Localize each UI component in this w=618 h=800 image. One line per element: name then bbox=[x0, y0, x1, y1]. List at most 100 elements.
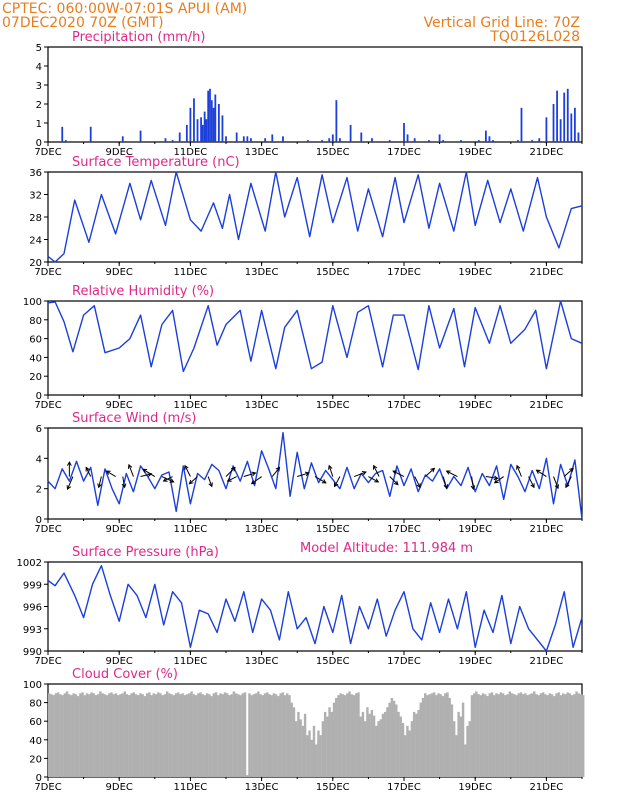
cloud-bar bbox=[484, 694, 487, 777]
cloud-bar bbox=[417, 710, 420, 777]
wind-xtick-label: 17DEC bbox=[387, 524, 421, 535]
cloud-bar bbox=[370, 710, 374, 777]
cloud-bar bbox=[141, 694, 144, 777]
wind-xtick-label: 19DEC bbox=[458, 524, 492, 535]
cloud-bar bbox=[419, 702, 422, 777]
cloud-bar bbox=[76, 696, 80, 777]
cloud-bar bbox=[321, 721, 325, 777]
humidity-ytick-label: 80 bbox=[29, 316, 42, 327]
cloud-bar bbox=[421, 697, 425, 777]
cloud-bar bbox=[268, 694, 271, 777]
humidity-series-line bbox=[47, 300, 583, 373]
cloud-bar bbox=[83, 695, 87, 777]
precip-bar bbox=[306, 140, 309, 142]
wind-arrow-head bbox=[251, 471, 257, 477]
wind-arrow-head bbox=[275, 466, 281, 472]
precip-bar bbox=[205, 119, 208, 142]
pressure-xtick-label: 19DEC bbox=[458, 656, 492, 667]
precip-ytick-label: 0 bbox=[36, 138, 42, 149]
cloud-bar bbox=[248, 693, 251, 777]
cloud-bar bbox=[508, 691, 511, 777]
precip-bar bbox=[209, 88, 211, 142]
cloud-bar bbox=[79, 693, 82, 777]
pressure-ytick-label: 990 bbox=[23, 647, 42, 658]
cloud-bar bbox=[330, 711, 333, 777]
wind-arrow-head bbox=[328, 464, 333, 470]
wind-arrow-shaft bbox=[494, 476, 504, 484]
cloud-bar bbox=[121, 693, 124, 777]
wind-arrow-head bbox=[416, 483, 421, 489]
wind-arrow-shaft bbox=[142, 468, 156, 477]
wind-arrow bbox=[127, 463, 134, 477]
wind-arrow bbox=[389, 476, 399, 486]
wind-arrow-head bbox=[231, 466, 236, 472]
precip-xtick-label: 17DEC bbox=[387, 147, 421, 158]
precip-bar bbox=[64, 140, 67, 142]
temperature-ytick-label: 24 bbox=[29, 236, 42, 247]
wind-arrow-shaft bbox=[140, 473, 152, 478]
precip-bar bbox=[178, 132, 181, 142]
cloud-bar bbox=[486, 696, 489, 777]
cloud-bar bbox=[59, 694, 62, 777]
wind-arrow-shaft bbox=[207, 476, 213, 487]
cloud-bar bbox=[566, 692, 569, 777]
cloud-bar bbox=[157, 692, 160, 777]
precip-bar bbox=[321, 140, 324, 142]
cloud-bar bbox=[199, 692, 202, 777]
cloud-bar bbox=[50, 694, 53, 777]
wind-arrow bbox=[66, 461, 72, 477]
cloud-bar bbox=[105, 695, 109, 777]
precip-xtick-label: 7DEC bbox=[34, 147, 61, 158]
precip-xtick-label: 9DEC bbox=[106, 147, 133, 158]
wind-ytick-label: 4 bbox=[36, 454, 42, 465]
cloud-bar bbox=[450, 704, 454, 777]
cloud-bar bbox=[99, 691, 102, 777]
wind-arrow-head bbox=[127, 463, 133, 469]
cloud-bar bbox=[577, 693, 580, 777]
wind-arrow bbox=[271, 466, 281, 477]
cloud-bar bbox=[134, 694, 138, 777]
cloud-bar bbox=[381, 713, 385, 777]
wind-arrow bbox=[353, 471, 367, 477]
wind-arrow bbox=[368, 476, 380, 483]
cloud-bar bbox=[390, 697, 394, 777]
precip-bar bbox=[403, 123, 405, 142]
cloud-xtick-label: 7DEC bbox=[34, 782, 61, 793]
cloud-bar bbox=[490, 692, 494, 777]
wind-arrow bbox=[553, 476, 559, 490]
cloud-bar bbox=[241, 693, 244, 777]
cloud-bar bbox=[308, 730, 311, 777]
cloud-bar bbox=[219, 693, 222, 777]
cloud-ytick-label: 60 bbox=[29, 717, 42, 728]
temperature-series-line bbox=[47, 171, 583, 263]
cloud-bar bbox=[108, 693, 111, 777]
cloud-bar bbox=[541, 692, 545, 777]
cloud-bar bbox=[452, 721, 456, 777]
cloud-bar bbox=[203, 695, 207, 777]
precip-bar bbox=[214, 94, 217, 142]
wind-xtick-label: 13DEC bbox=[245, 524, 279, 535]
cloud-bar bbox=[74, 694, 78, 777]
wind-arrow bbox=[445, 470, 458, 477]
cloud-bar bbox=[441, 696, 445, 777]
cloud-bar bbox=[573, 694, 576, 777]
wind-arrow-shaft bbox=[314, 476, 327, 484]
wind-arrow bbox=[563, 467, 574, 477]
cloud-bar bbox=[205, 693, 209, 777]
wind-arrow bbox=[184, 464, 191, 477]
precip-bar bbox=[477, 140, 480, 142]
panels: Precipitation (mm/h) 0 1 2 3 4 5 7DEC 9DEC 11DEC 1… bbox=[17, 30, 585, 793]
cloud-bar bbox=[343, 695, 347, 777]
cloud-bar bbox=[214, 692, 218, 777]
precip-bar bbox=[488, 136, 491, 142]
precip-bar bbox=[185, 124, 188, 142]
cloud-bar bbox=[226, 693, 229, 777]
cloud-bar bbox=[537, 695, 540, 777]
cloud-bar bbox=[346, 693, 349, 777]
cloud-bar bbox=[56, 692, 60, 777]
wind-arrow-shaft bbox=[516, 465, 522, 477]
cloud-bar bbox=[303, 713, 307, 777]
humidity-ytick-label: 60 bbox=[29, 335, 42, 346]
temperature-xtick-label: 11DEC bbox=[174, 267, 208, 278]
wind-arrow bbox=[121, 476, 127, 489]
